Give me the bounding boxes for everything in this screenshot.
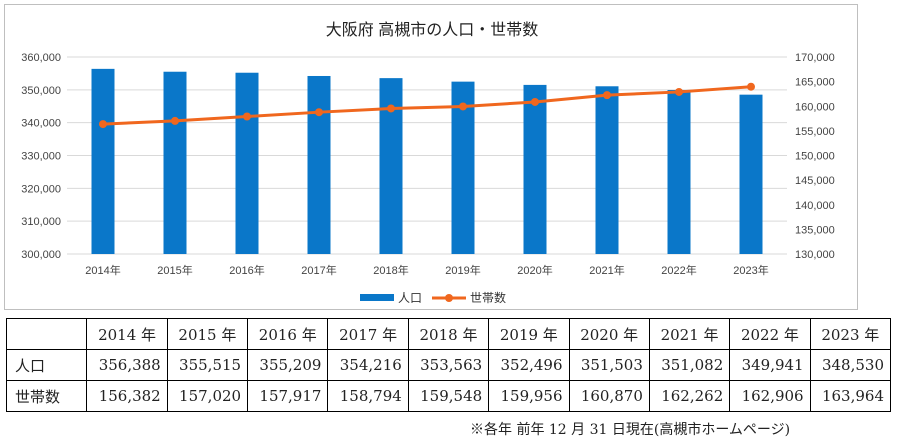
table-cell: 349,941 <box>729 349 811 381</box>
table-cell: 156,382 <box>86 380 168 412</box>
table-cell: 159,956 <box>488 380 570 412</box>
legend-label-population: 人口 <box>398 291 422 305</box>
point-households <box>99 120 107 129</box>
table-header-cell: 2018 年 <box>407 318 490 350</box>
table-cell: 354,216 <box>327 349 409 381</box>
table-row-population: 人口 356,388 355,515 355,209 354,216 353,563 352… <box>5 349 892 381</box>
table-header-cell: 2021 年 <box>648 318 731 350</box>
table-header-cell: 2016 年 <box>247 318 329 350</box>
footnote: ※各年 前年 12 月 31 日現在(高槻市ホームページ) <box>470 422 791 438</box>
point-households <box>459 102 467 111</box>
table-cell: 157,917 <box>247 380 329 412</box>
bar-population <box>451 81 475 255</box>
table-cell: 355,209 <box>247 349 329 381</box>
x-tick-label: 2022年 <box>661 263 696 277</box>
y-left-tick-label: 330,000 <box>21 151 61 163</box>
point-households <box>747 82 755 91</box>
x-tick-label: 2021年 <box>589 263 624 277</box>
table-row-label: 世帯数 <box>5 380 88 412</box>
y-left-tick-label: 350,000 <box>21 85 61 97</box>
chart-title: 大阪府 高槻市の人口・世帯数 <box>326 21 538 39</box>
legend-marker-households <box>445 294 453 302</box>
point-households <box>243 112 251 121</box>
chart-svg: 大阪府 高槻市の人口・世帯数 300,000 310,000 320,000 330,0… <box>21 21 835 305</box>
table-cell: 159,548 <box>407 380 490 412</box>
table-cell: 352,496 <box>488 349 570 381</box>
table-cell: 351,082 <box>648 349 731 381</box>
table-cell: 351,503 <box>568 349 650 381</box>
y-left-tick-label: 360,000 <box>21 52 61 64</box>
table-header-cell: 2015 年 <box>166 318 249 350</box>
y-right-tick-label: 145,000 <box>795 175 835 187</box>
bar-population <box>91 68 115 254</box>
table-cell: 162,906 <box>729 380 811 412</box>
table-row-label: 人口 <box>5 349 88 381</box>
x-tick-label: 2014年 <box>85 263 120 277</box>
point-households <box>171 116 179 125</box>
table-cell: 157,020 <box>166 380 249 412</box>
legend-swatch-population <box>360 294 394 301</box>
x-tick-label: 2019年 <box>445 263 480 277</box>
y-right-tick-label: 170,000 <box>795 52 835 64</box>
table-header-cell: 2014 年 <box>86 318 168 350</box>
point-households <box>315 108 323 117</box>
table-header-cell: 2020 年 <box>568 318 650 350</box>
table-header-row: 2014 年 2015 年 2016 年 2017 年 2018 年 2019 年 2020… <box>5 318 892 350</box>
bar-population <box>523 84 547 254</box>
line-households <box>102 85 752 126</box>
chart-frame: 大阪府 高槻市の人口・世帯数 300,000 310,000 320,000 330,0… <box>4 4 858 310</box>
table-corner-cell <box>5 318 88 350</box>
bar-population <box>307 75 331 254</box>
table-cell: 355,515 <box>166 349 249 381</box>
y-left-tick-label: 310,000 <box>21 216 61 228</box>
table-header-cell: 2017 年 <box>327 318 409 350</box>
table-header-cell: 2023 年 <box>809 318 892 350</box>
x-tick-label: 2018年 <box>373 263 408 277</box>
y-right-tick-label: 150,000 <box>795 151 835 163</box>
y-right-tick-label: 155,000 <box>795 126 835 138</box>
bar-population <box>163 71 187 254</box>
table-row-households: 世帯数 156,382 157,020 157,917 158,794 159,548 15… <box>5 380 892 412</box>
table-header-cell: 2019 年 <box>488 318 570 350</box>
y-right-tick-label: 130,000 <box>795 249 835 261</box>
bar-population <box>667 90 691 255</box>
x-tick-label: 2016年 <box>229 263 264 277</box>
bar-population <box>595 86 619 255</box>
bar-population <box>235 72 259 254</box>
y-right-tick-label: 140,000 <box>795 200 835 212</box>
point-households <box>387 104 395 113</box>
table-header-cell: 2022 年 <box>729 318 811 350</box>
y-right-tick-label: 165,000 <box>795 77 835 89</box>
table-cell: 160,870 <box>568 380 650 412</box>
y-left-tick-label: 320,000 <box>21 183 61 195</box>
point-households <box>531 97 539 106</box>
table-cell: 158,794 <box>327 380 409 412</box>
x-tick-label: 2023年 <box>733 263 768 277</box>
y-right-tick-label: 160,000 <box>795 101 835 113</box>
point-households <box>675 87 683 96</box>
x-tick-label: 2017年 <box>301 263 336 277</box>
data-table: 2014 年 2015 年 2016 年 2017 年 2018 年 2019 年 2020… <box>5 318 892 412</box>
y-right-tick-label: 135,000 <box>795 224 835 236</box>
table-cell: 162,262 <box>648 380 731 412</box>
x-tick-label: 2020年 <box>517 263 552 277</box>
y-left-tick-label: 340,000 <box>21 118 61 130</box>
bar-population <box>379 78 403 254</box>
table-cell: 348,530 <box>809 349 892 381</box>
x-tick-label: 2015年 <box>157 263 192 277</box>
y-left-tick-label: 300,000 <box>21 249 61 261</box>
point-households <box>603 91 611 100</box>
table-cell: 353,563 <box>407 349 490 381</box>
table-cell: 163,964 <box>809 380 892 412</box>
legend-label-households: 世帯数 <box>470 290 506 305</box>
bar-population <box>739 94 763 254</box>
table-cell: 356,388 <box>86 349 168 381</box>
